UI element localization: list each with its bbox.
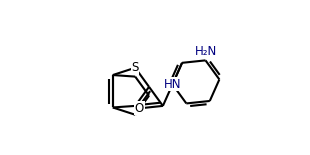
- Text: HN: HN: [164, 78, 181, 91]
- Text: O: O: [135, 102, 144, 115]
- Text: H₂N: H₂N: [194, 45, 217, 58]
- Text: S: S: [131, 61, 139, 74]
